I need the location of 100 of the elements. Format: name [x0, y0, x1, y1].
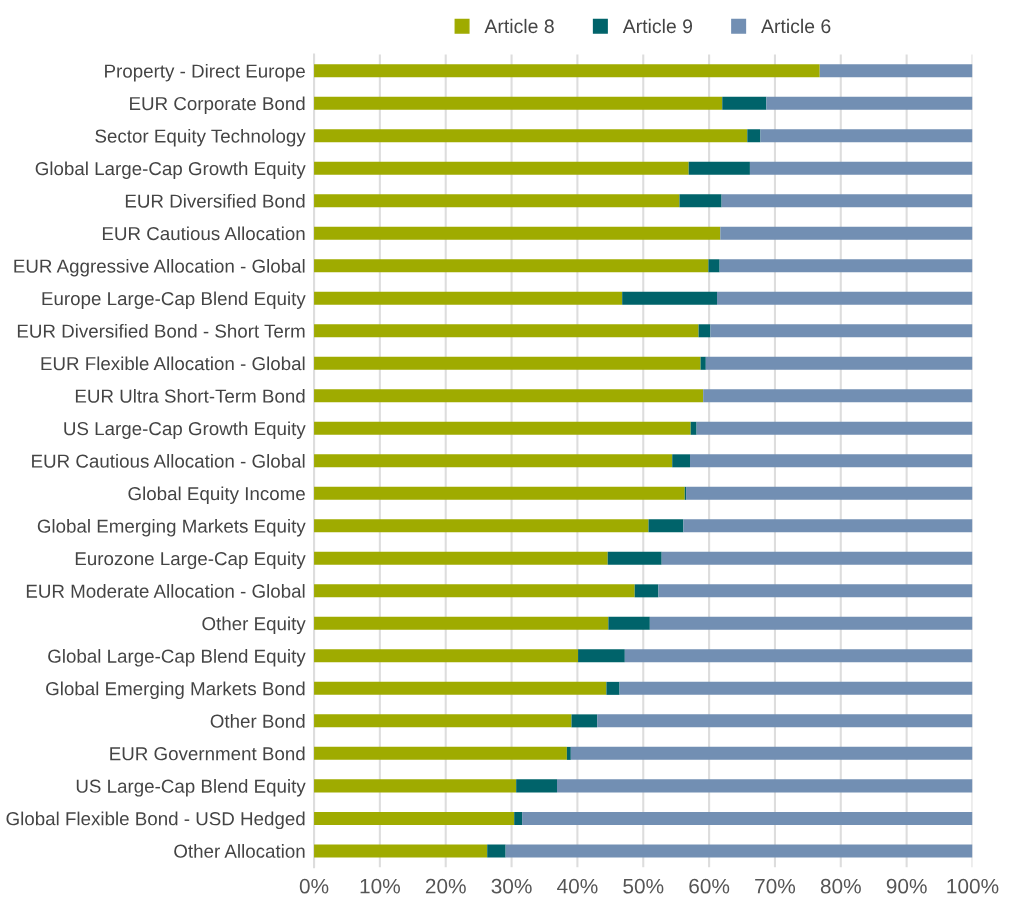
bar: [314, 324, 699, 338]
bar: [314, 811, 515, 825]
bar: [314, 96, 723, 110]
bar: [314, 226, 721, 240]
bar: [314, 584, 635, 598]
x-tick-label: 90%: [886, 878, 927, 894]
bar: [314, 486, 685, 500]
bar: [722, 96, 767, 110]
y-tick-label: Global Emerging Markets Bond: [46, 681, 305, 700]
legend-label: Article 9: [622, 18, 693, 34]
bar: [314, 616, 609, 630]
y-tick-label: US Large-Cap Blend Equity: [76, 779, 306, 797]
bar: [570, 746, 973, 760]
bar: [314, 161, 689, 175]
y-tick-label: Global Flexible Bond - USD Hedged: [6, 811, 305, 830]
bar: [717, 291, 973, 305]
y-tick-label: EUR Diversified Bond - Short Term: [17, 323, 305, 338]
bar: [314, 194, 680, 208]
y-tick-label: EUR Aggressive Allocation - Global: [14, 258, 305, 277]
x-tick-label: 100%: [947, 878, 999, 894]
bar: [634, 584, 659, 598]
bar: [720, 226, 973, 240]
bar: [661, 551, 973, 565]
bar: [819, 64, 973, 78]
bar: [314, 64, 820, 78]
bar: [719, 259, 973, 273]
bar: [648, 519, 684, 533]
x-tick-label: 0%: [299, 878, 329, 894]
bar: [708, 259, 720, 273]
bar: [686, 486, 973, 500]
bar: [683, 519, 973, 533]
bar: [760, 129, 973, 143]
y-tick-label: EUR Corporate Bond: [130, 96, 305, 114]
bar: [314, 714, 572, 728]
x-tick-label: 80%: [820, 878, 861, 894]
y-tick-label: Eurozone Large-Cap Equity: [75, 551, 306, 570]
x-tick-label: 60%: [689, 878, 730, 894]
bar: [622, 291, 717, 305]
y-tick-label: Global Large-Cap Blend Equity: [48, 649, 306, 667]
bar: [314, 259, 709, 273]
x-tick-label: 10%: [360, 878, 400, 894]
legend-label: Article 8: [484, 18, 554, 34]
x-tick-label: 40%: [557, 878, 598, 894]
bar: [721, 194, 973, 208]
bar: [747, 129, 761, 143]
bar: [700, 356, 706, 370]
bar: [571, 714, 598, 728]
y-tick-label: EUR Cautious Allocation - Global: [32, 454, 305, 468]
bar: [314, 454, 673, 468]
y-tick-label: EUR Flexible Allocation - Global: [41, 356, 305, 371]
bar: [710, 324, 973, 338]
bar: [749, 161, 973, 175]
bar: [314, 746, 567, 760]
y-tick-label: Europe Large-Cap Blend Equity: [42, 291, 306, 309]
y-tick-label: Global Emerging Markets Equity: [37, 519, 306, 537]
bar: [516, 779, 557, 793]
bar: [705, 356, 973, 370]
bar: [514, 811, 523, 825]
bar: [522, 811, 973, 825]
bar: [314, 291, 623, 305]
bar: [766, 96, 973, 110]
bar: [690, 454, 973, 468]
bar: [487, 844, 506, 858]
y-tick-label: Global Large-Cap Growth Equity: [35, 161, 306, 179]
y-tick-label: EUR Cautious Allocation: [102, 226, 305, 241]
bar: [314, 129, 748, 143]
y-tick-label: Other Allocation: [174, 844, 305, 858]
y-tick-label: Global Equity Income: [128, 486, 305, 504]
x-tick-label: 20%: [425, 878, 466, 894]
bar: [672, 454, 690, 468]
bar: [557, 779, 973, 793]
bar: [597, 714, 973, 728]
bar: [658, 584, 973, 598]
bar: [608, 616, 650, 630]
bar: [619, 681, 973, 695]
bar: [607, 551, 662, 565]
bar: [679, 194, 722, 208]
y-tick-label: Sector Equity Technology: [95, 128, 306, 147]
bar: [566, 746, 571, 760]
bar: [578, 649, 625, 663]
bar: [690, 421, 697, 435]
y-tick-label: EUR Government Bond: [110, 746, 305, 761]
y-tick-label: EUR Diversified Bond: [125, 193, 305, 208]
bar: [314, 421, 691, 435]
x-tick-label: 30%: [491, 878, 532, 894]
bar: [624, 649, 973, 663]
y-tick-label: EUR Moderate Allocation - Global: [26, 584, 305, 598]
bar: [314, 356, 701, 370]
bar: [314, 779, 517, 793]
x-tick-label: 70%: [755, 878, 796, 894]
bar: [314, 519, 649, 533]
y-tick-label: Property - Direct Europe: [105, 63, 305, 82]
y-tick-label: EUR Ultra Short-Term Bond: [75, 389, 305, 403]
y-tick-label: US Large-Cap Growth Equity: [64, 421, 306, 439]
bar: [649, 616, 973, 630]
bar: [314, 681, 607, 695]
x-tick-label: 50%: [623, 878, 664, 894]
bar: [698, 324, 711, 338]
bar: [505, 844, 973, 858]
bar: [314, 551, 608, 565]
